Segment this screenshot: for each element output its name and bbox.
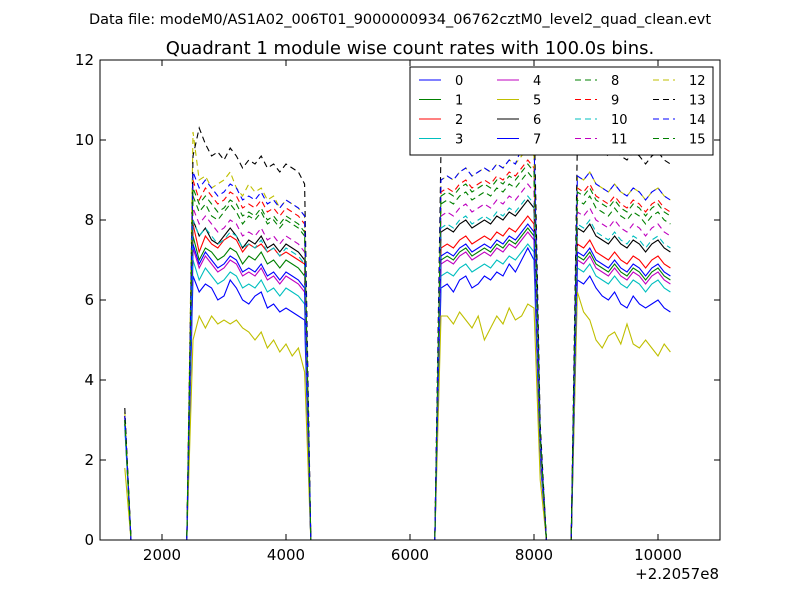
- series-line-7: [124, 223, 671, 541]
- legend-label-15: 15: [689, 133, 706, 148]
- y-tick-label: 6: [84, 291, 94, 309]
- series-line-10: [124, 195, 671, 541]
- legend-label-3: 3: [455, 133, 463, 148]
- legend-label-11: 11: [611, 133, 628, 148]
- y-tick-label: 10: [75, 131, 94, 149]
- chart-subtitle: Data file: modeM0/AS1A02_006T01_90000009…: [89, 12, 711, 28]
- plot-lines: [124, 90, 671, 541]
- series-line-13: [124, 90, 671, 541]
- x-tick-label: 2000: [143, 546, 181, 564]
- legend-label-13: 13: [689, 94, 706, 109]
- x-offset-label: +2.2057e8: [635, 565, 719, 583]
- legend-label-8: 8: [611, 74, 619, 89]
- series-line-5: [124, 291, 671, 541]
- y-tick-label: 8: [84, 211, 94, 229]
- series-line-12: [124, 131, 671, 541]
- series-line-8: [124, 171, 671, 541]
- legend-label-6: 6: [533, 113, 541, 128]
- legend-label-5: 5: [533, 94, 541, 109]
- series-line-11: [124, 183, 671, 541]
- series-line-3: [124, 243, 671, 541]
- legend-label-2: 2: [455, 113, 463, 128]
- series-line-0: [124, 246, 671, 541]
- x-tick-label: 4000: [267, 546, 305, 564]
- legend-label-12: 12: [689, 74, 706, 89]
- series-line-1: [124, 227, 671, 541]
- legend-label-10: 10: [611, 113, 628, 128]
- x-tick-label: 8000: [515, 546, 553, 564]
- series-line-6: [124, 199, 671, 541]
- x-tick-label: 6000: [391, 546, 429, 564]
- legend-label-0: 0: [455, 74, 463, 89]
- legend-label-14: 14: [689, 113, 706, 128]
- series-line-2: [124, 215, 671, 541]
- y-tick-label: 4: [84, 371, 94, 389]
- y-tick-label: 0: [84, 531, 94, 549]
- legend-label-1: 1: [455, 94, 463, 109]
- y-tick-label: 12: [75, 51, 94, 69]
- legend-label-9: 9: [611, 94, 619, 109]
- series-line-9: [124, 159, 671, 541]
- legend-label-4: 4: [533, 74, 541, 89]
- legend-box: [409, 66, 714, 156]
- x-tick-label: 10000: [634, 546, 682, 564]
- series-line-15: [124, 163, 671, 541]
- x-axis: 2000 4000 6000 8000 10000: [143, 60, 682, 564]
- legend-label-7: 7: [533, 133, 541, 148]
- y-tick-label: 2: [84, 451, 94, 469]
- chart-title: Quadrant 1 module wise count rates with …: [166, 38, 655, 59]
